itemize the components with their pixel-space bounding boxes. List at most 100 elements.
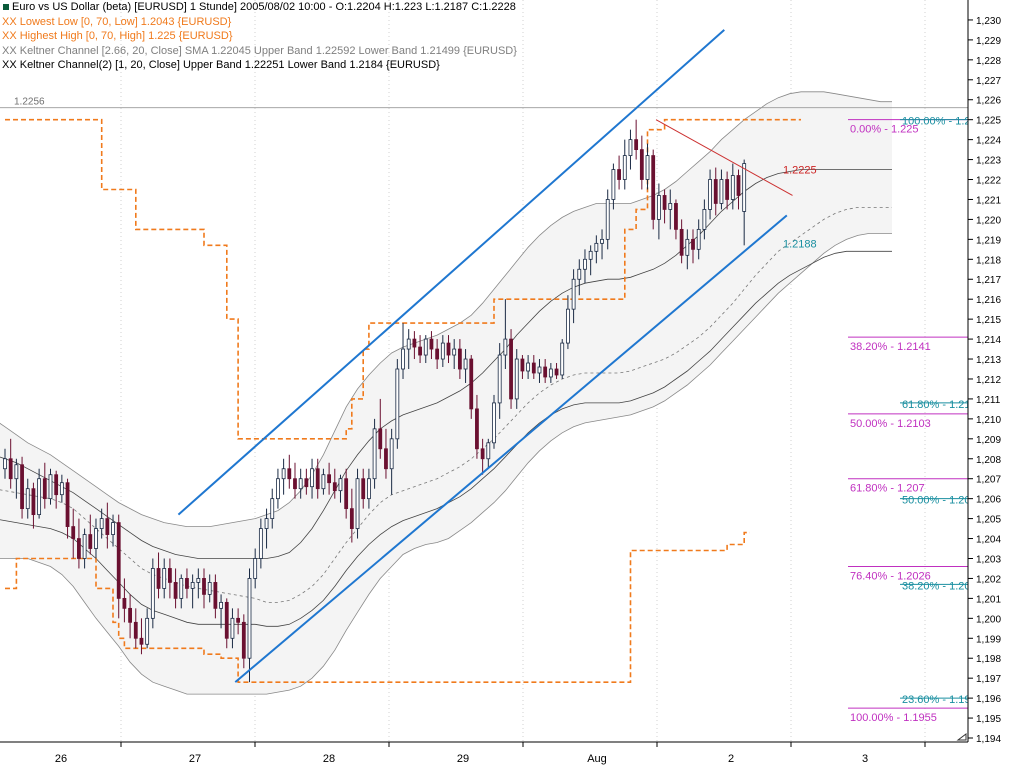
lowest-low-line [5,531,750,683]
candle-bear [105,518,110,535]
candle-bear [736,175,741,196]
candle-bear [128,607,132,623]
price-annotation: 1.2188 [783,238,817,250]
y-tick-label: 1,202 [976,574,1001,585]
fib-level-label: 61.80% - 1.207 [850,483,925,495]
chart-legend: Euro vs US Dollar (beta) [EURUSD] 1 Stun… [2,0,517,73]
candle-bear [54,474,59,496]
candle-bear [315,468,320,490]
candle-bull [3,458,7,470]
candle-bear [213,582,218,609]
candle-bull [708,179,712,210]
fib-level-label: 61.80% - 1.21 [902,399,971,411]
candle-bull [742,163,747,212]
candle-bull [605,199,610,240]
y-tick-label: 1,228 [976,56,1001,67]
candle-bull [566,308,570,344]
candle-bear [418,346,422,356]
resistance-trend-line [655,119,793,196]
horizontal-level-label: 1.2256 [14,97,45,108]
x-tick-label: 29 [457,753,469,765]
candle-bear [304,478,309,488]
candle-bull [111,522,115,535]
y-tick-label: 1,218 [976,255,1001,266]
legend-symbol-line: Euro vs US Dollar (beta) [EURUSD] 1 Stun… [2,0,517,15]
candle-bear [469,358,474,410]
legend-lowest-low-text: XX Lowest Low [0, 70, Low] 1.2043 {EURUS… [2,15,232,28]
candle-bear [293,478,297,490]
candle-bull [247,578,252,659]
candle-bear [361,478,366,500]
candle-bear [634,139,639,150]
candle-bull [253,558,258,579]
candle-bear [639,149,644,180]
candle-bull [571,278,576,310]
candle-bear [31,488,36,516]
candle-bear [185,578,189,589]
candle-bull [258,528,263,559]
y-tick-label: 1,206 [976,495,1001,506]
candle-bull [230,617,235,639]
candle-bear [133,621,138,639]
y-tick-label: 1,208 [976,455,1001,466]
candle-bull [270,498,275,520]
y-tick-label: 1,214 [976,335,1001,346]
legend-keltner2-text: XX Keltner Channel(2) [1, 20, Close] Upp… [2,59,440,71]
candle-bear [8,458,13,480]
y-tick-label: 1,229 [976,36,1001,47]
y-tick-label: 1,209 [976,435,1001,446]
fib-level-label: 76.40% - 1.2026 [850,570,931,582]
candle-bull [14,464,19,480]
candle-bull [668,203,673,210]
candle-bear [651,155,656,220]
candle-bull [372,428,377,480]
candle-bull [486,442,491,460]
square-bullet-icon [3,3,9,10]
candle-bull [264,518,269,529]
y-tick-label: 1,222 [976,176,1001,187]
x-tick-label: 27 [189,753,201,765]
candle-bull [577,268,582,280]
candle-bull [94,528,98,549]
candle-bull [48,474,53,500]
candle-bull [162,568,167,589]
candle-bear [475,408,479,450]
resize-corner-icon[interactable] [956,733,967,741]
candle-bear [173,582,178,599]
candle-bull [696,228,701,250]
price-annotation: 1.2225 [783,165,817,177]
candle-bull [594,242,599,252]
candle-bear [713,179,718,204]
y-tick-label: 1,205 [976,515,1001,526]
keltner-lower-band [0,233,892,695]
y-tick-label: 1,215 [976,315,1001,326]
y-tick-label: 1,212 [976,375,1001,386]
y-tick-label: 1,204 [976,535,1001,546]
candle-bear [691,238,695,250]
keltner-band-fill [0,91,892,695]
legend-keltner-line: XX Keltner Channel [2.66, 20, Close] SMA… [2,44,517,59]
y-tick-label: 1,201 [976,594,1001,605]
candle-bull [497,354,502,404]
candle-bear [378,428,383,450]
y-tick-label: 1,227 [976,76,1001,87]
candle-bear [662,195,667,210]
y-tick-label: 1,221 [976,195,1001,206]
candle-bear [446,342,451,356]
y-tick-label: 1,200 [976,614,1001,625]
trend-channel-lower [234,214,788,683]
candle-bear [20,464,24,510]
fib-level-label: 38.20% - 1.2141 [850,341,931,353]
candle-bull [355,478,360,529]
candle-bull [560,342,565,376]
legend-highest-high-line: XX Highest High [0, 70, High] 1.225 {EUR… [2,29,517,44]
candle-bull [628,139,633,156]
candle-bull [719,179,724,204]
x-tick-label: 26 [55,753,67,765]
y-tick-label: 1,217 [976,275,1001,286]
candle-bear [241,621,246,659]
keltner-upper-band [0,91,892,527]
candle-bull [401,348,405,370]
y-tick-label: 1,195 [976,714,1001,725]
